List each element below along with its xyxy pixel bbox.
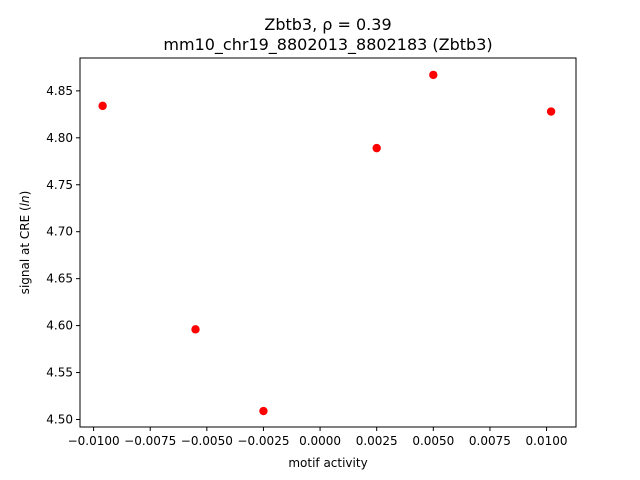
x-tick-label: −0.0050 [181,434,233,448]
y-axis-ticks: 4.50 4.55 4.60 4.65 4.70 4.75 4.80 4.85 [46,84,80,426]
x-tick-label: 0.0025 [356,434,398,448]
y-tick-label: 4.65 [46,272,73,286]
data-point-1 [98,101,107,111]
data-point-6 [546,107,556,116]
chart-title-line1: Zbtb3, ρ = 0.39 [264,15,391,34]
x-axis-ticks: −0.0100 −0.0075 −0.0050 −0.0025 0.0000 0.0025… [68,427,568,448]
plot-frame [79,57,577,428]
x-tick-label: 0.0000 [299,434,341,448]
y-tick-label: 4.75 [46,178,73,192]
data-point-5 [429,70,438,80]
y-tick-label: 4.80 [46,131,73,145]
x-tick-label: 0.0075 [469,434,511,448]
x-tick-label: 0.0100 [526,434,568,448]
data-points [98,70,556,416]
data-point-2 [191,325,200,334]
chart-title-line2: mm10_chr19_8802013_8802183 (Zbtb3) [163,35,492,55]
data-point-3 [259,406,268,416]
y-tick-label: 4.70 [46,225,73,239]
y-tick-label: 4.50 [46,412,73,426]
x-axis-label: motif activity [288,456,367,470]
x-tick-label: −0.0100 [68,434,120,448]
y-axis-label: signal at CRE (ln) [18,191,32,295]
x-tick-label: −0.0025 [237,434,289,448]
x-tick-label: 0.0050 [412,434,454,448]
data-point-4 [372,143,381,153]
y-tick-label: 4.55 [46,366,73,380]
x-tick-label: −0.0075 [124,434,176,448]
y-tick-label: 4.60 [46,319,73,333]
y-tick-label: 4.85 [46,84,73,98]
